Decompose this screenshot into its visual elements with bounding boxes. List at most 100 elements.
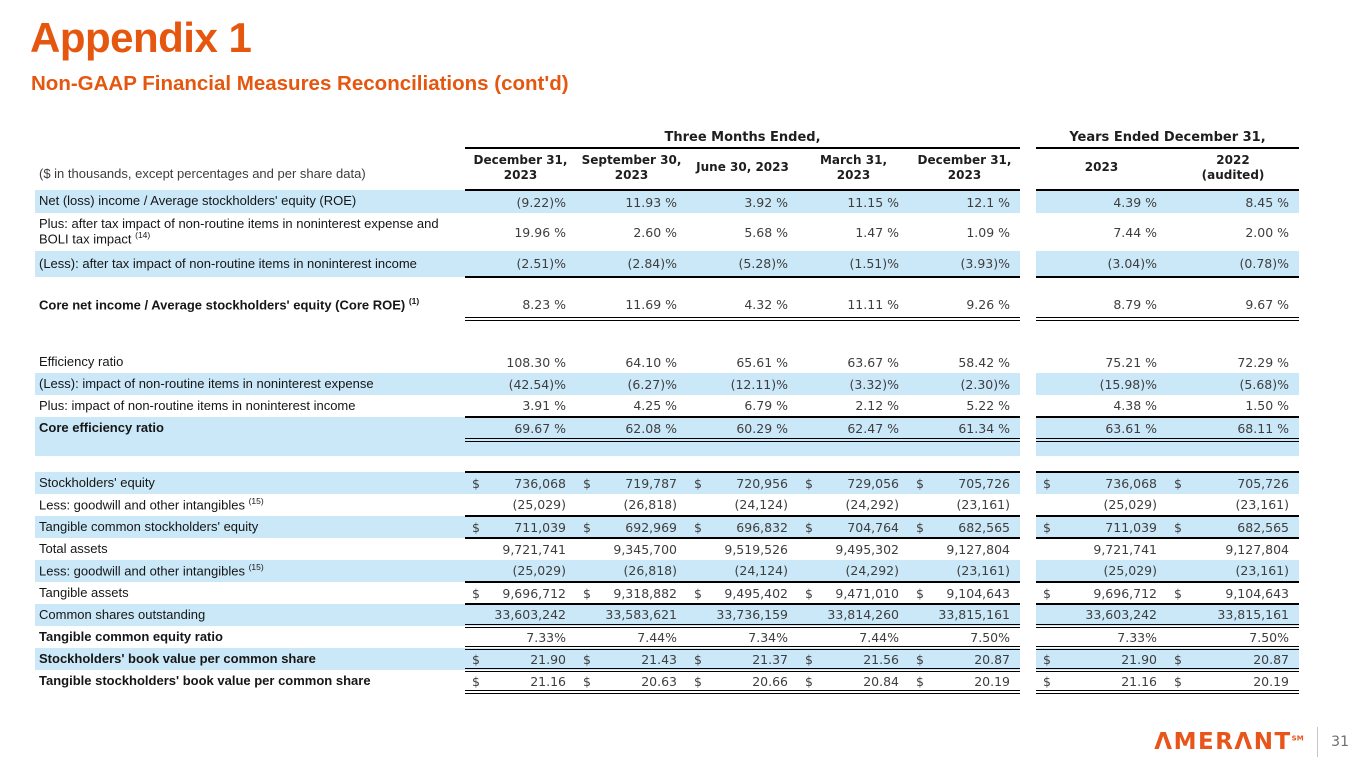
gutter-cell — [1020, 373, 1036, 395]
gutter-cell — [1020, 604, 1036, 626]
value-text: 21.43 — [641, 651, 677, 667]
row-stockholders-book-value: Stockholders' book value per common shar… — [35, 648, 1299, 672]
logo-text: ΛMERΛNT — [1154, 729, 1292, 755]
value-text: 11.15 % — [847, 194, 899, 210]
value-cell: 65.61 % — [687, 351, 798, 373]
value-cell: $20.19 — [1167, 670, 1299, 694]
value-text: 9,696,712 — [1093, 585, 1157, 601]
value-cell: (24,124) — [687, 494, 798, 517]
value-text: 9,345,700 — [613, 542, 677, 557]
value-cell: 9,127,804 — [1167, 538, 1299, 560]
value-cell: $20.19 — [909, 670, 1020, 694]
value-text: 20.19 — [974, 673, 1010, 689]
value-text: (2.84)% — [627, 256, 677, 271]
value-cell: $9,696,712 — [465, 582, 576, 605]
value-cell: 2.12 % — [798, 395, 909, 418]
value-cell: $9,104,643 — [909, 582, 1020, 605]
value-cell: 5.22 % — [909, 395, 1020, 418]
value-text: (23,161) — [1235, 563, 1290, 578]
page-subtitle: Non-GAAP Financial Measures Reconciliati… — [31, 72, 569, 95]
value-cell: 7.33% — [1036, 626, 1167, 650]
value-cell: $9,696,712 — [1036, 582, 1167, 605]
row-label: Stockholders' book value per common shar… — [35, 648, 465, 670]
value-text: 7.33% — [1117, 629, 1157, 645]
table-units-note: ($ in thousands, except percentages and … — [39, 166, 366, 181]
value-cell: (25,029) — [465, 494, 576, 517]
value-text: 11.11 % — [847, 296, 899, 312]
value-text: 19.96 % — [514, 224, 566, 240]
value-cell: 8.23 % — [465, 291, 576, 321]
value-text: 705,726 — [1237, 476, 1289, 491]
value-text: 5.22 % — [966, 398, 1010, 413]
value-text: (26,818) — [623, 497, 678, 512]
value-cell: $20.63 — [576, 670, 687, 694]
value-cell: $21.37 — [687, 648, 798, 672]
value-text: 2.00 % — [1245, 224, 1289, 240]
value-cell: $21.90 — [1036, 648, 1167, 672]
value-text: 9,127,804 — [946, 542, 1010, 557]
gutter-cell — [1020, 472, 1036, 494]
value-text: (24,292) — [845, 563, 900, 578]
dollar-sign: $ — [916, 476, 924, 491]
value-cell: $736,068 — [465, 471, 576, 494]
value-cell: 33,603,242 — [1036, 604, 1167, 628]
value-text: (24,124) — [734, 497, 789, 512]
value-text: (26,818) — [623, 563, 678, 578]
row-stockholders-equity: Stockholders' equity $736,068 $719,787 $720… — [35, 471, 1299, 494]
value-text: 3.91 % — [522, 398, 566, 413]
row-label: Core net income / Average stockholders' … — [39, 296, 420, 313]
value-text: 9,127,804 — [1225, 542, 1289, 557]
value-cell: 60.29 % — [687, 417, 798, 442]
value-text: 711,039 — [1105, 519, 1157, 535]
value-cell: $21.43 — [576, 648, 687, 672]
spacer-row — [35, 456, 1299, 472]
row-core-roe: Core net income / Average stockholders' … — [35, 291, 1299, 321]
gutter-cell — [1020, 277, 1036, 291]
value-text: (23,161) — [956, 497, 1011, 512]
value-text: 729,056 — [847, 476, 899, 491]
row-less-impact: (Less): impact of non-routine items in n… — [35, 373, 1299, 395]
value-cell: 62.08 % — [576, 417, 687, 442]
value-cell: 19.96 % — [465, 213, 576, 251]
value-text: 60.29 % — [736, 420, 788, 436]
column-header: 2022 (audited) — [1167, 148, 1299, 191]
value-cell: 7.34% — [687, 626, 798, 650]
value-text: 33,736,159 — [716, 607, 788, 622]
value-text: 12.1 % — [966, 194, 1010, 210]
value-text: 4.39 % — [1113, 194, 1157, 210]
value-cell: $20.84 — [798, 670, 909, 694]
value-cell: 1.09 % — [909, 213, 1020, 251]
value-cell: $692,969 — [576, 516, 687, 539]
value-text: 720,956 — [736, 476, 788, 491]
value-cell: (23,161) — [1167, 560, 1299, 583]
value-text: 21.90 — [530, 651, 566, 667]
value-text: 108.30 % — [506, 354, 566, 370]
gutter-cell — [1020, 319, 1036, 351]
value-text: 65.61 % — [736, 354, 788, 370]
value-cell: (15.98)% — [1036, 373, 1167, 395]
value-text: (5.68)% — [1239, 376, 1289, 392]
value-cell: (6.27)% — [576, 373, 687, 395]
value-cell: 33,736,159 — [687, 604, 798, 628]
value-text: 5.68 % — [744, 224, 788, 240]
value-text: 719,787 — [625, 476, 677, 491]
value-cell: 11.93 % — [576, 190, 687, 213]
value-cell: (3.32)% — [798, 373, 909, 395]
row-label: Less: goodwill and other intangibles (15… — [39, 496, 264, 513]
row-total-assets: Total assets 9,721,741 9,345,700 9,519,526 9… — [35, 538, 1299, 560]
dollar-sign: $ — [1174, 585, 1182, 601]
value-cell: 64.10 % — [576, 351, 687, 373]
gutter-cell — [1020, 582, 1036, 604]
dollar-sign: $ — [583, 476, 591, 491]
value-cell: (12.11)% — [687, 373, 798, 395]
value-text: 9,721,741 — [1093, 542, 1157, 557]
dollar-sign: $ — [916, 519, 924, 535]
spacer-cell — [35, 277, 1020, 291]
row-tangible-common-equity-ratio: Tangible common equity ratio 7.33% 7.44% 7.… — [35, 626, 1299, 650]
value-text: 68.11 % — [1237, 420, 1289, 436]
row-plus-after-tax: Plus: after tax impact of non-routine it… — [35, 213, 1299, 251]
value-text: (2.51)% — [516, 256, 566, 271]
value-cell: 9,721,741 — [465, 538, 576, 560]
value-cell: 69.67 % — [465, 417, 576, 442]
value-cell: $736,068 — [1036, 471, 1167, 494]
